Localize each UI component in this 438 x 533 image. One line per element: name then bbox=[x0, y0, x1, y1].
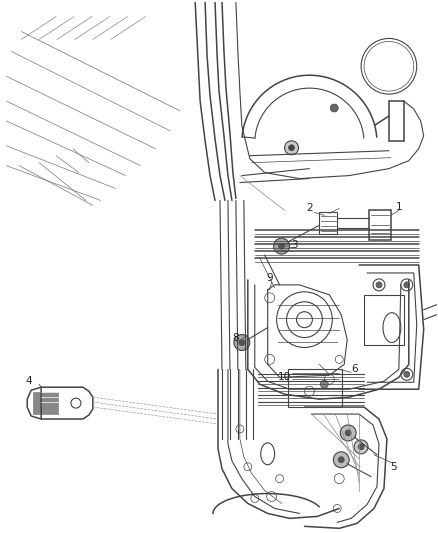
Text: 3: 3 bbox=[291, 240, 298, 250]
Circle shape bbox=[376, 282, 382, 288]
Circle shape bbox=[404, 372, 410, 377]
Circle shape bbox=[289, 145, 294, 151]
Text: 4: 4 bbox=[26, 376, 32, 386]
Circle shape bbox=[279, 243, 285, 249]
Text: 9: 9 bbox=[266, 273, 273, 283]
Bar bbox=[319, 212, 337, 234]
Circle shape bbox=[274, 238, 290, 254]
Circle shape bbox=[333, 452, 349, 468]
Circle shape bbox=[358, 444, 364, 450]
Text: 5: 5 bbox=[391, 462, 397, 472]
Circle shape bbox=[404, 282, 410, 288]
Bar bbox=[33, 392, 58, 414]
Circle shape bbox=[354, 440, 368, 454]
Text: 6: 6 bbox=[351, 365, 357, 374]
Bar bbox=[288, 369, 342, 407]
Circle shape bbox=[239, 340, 245, 345]
Text: 10: 10 bbox=[278, 372, 291, 382]
Circle shape bbox=[340, 425, 356, 441]
Circle shape bbox=[285, 141, 298, 155]
Circle shape bbox=[345, 430, 351, 436]
Circle shape bbox=[330, 104, 338, 112]
Text: 8: 8 bbox=[233, 333, 239, 343]
Circle shape bbox=[320, 380, 328, 388]
Circle shape bbox=[338, 457, 344, 463]
Bar bbox=[369, 211, 391, 240]
Bar bbox=[364, 295, 404, 344]
Circle shape bbox=[234, 335, 250, 351]
Text: 2: 2 bbox=[306, 204, 313, 213]
Text: 1: 1 bbox=[396, 203, 402, 212]
